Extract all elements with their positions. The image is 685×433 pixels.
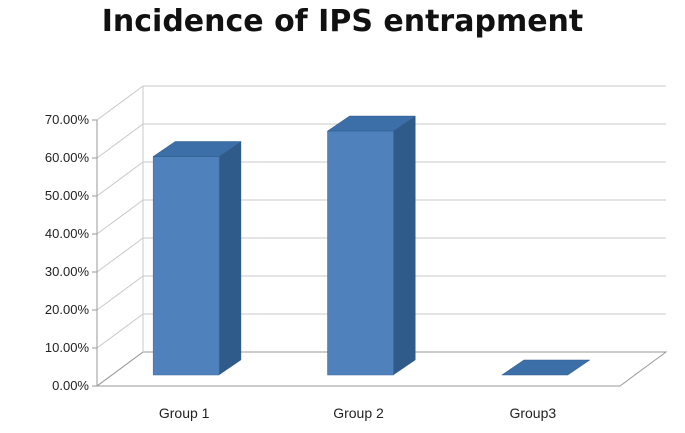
x-tick-label: Group3 xyxy=(509,405,556,421)
axes xyxy=(92,86,668,387)
x-tick-label: Group 1 xyxy=(159,405,210,421)
bar-side xyxy=(393,116,416,375)
bar-top xyxy=(152,141,242,157)
bar-side xyxy=(219,141,242,375)
gridline-side xyxy=(96,123,144,159)
bar-top xyxy=(326,115,417,132)
y-tick-label: 40.00% xyxy=(45,226,90,241)
axis-labels: 0.00% 10.00% 20.00% 30.00% 40.00% 50.00% 60.00… xyxy=(45,112,556,421)
y-tick-label: 20.00% xyxy=(45,302,90,317)
y-tick-label: 10.00% xyxy=(45,340,90,355)
bars xyxy=(152,115,591,376)
gridline-side xyxy=(96,161,144,197)
gridline-side xyxy=(96,85,144,121)
y-tick-label: 50.00% xyxy=(45,188,90,203)
x-tick-label: Group 2 xyxy=(333,405,384,421)
chart-floor xyxy=(95,351,668,387)
bar-top xyxy=(501,359,591,376)
gridline-side xyxy=(96,237,144,273)
y-tick-label: 30.00% xyxy=(45,264,90,279)
y-tick-label: 60.00% xyxy=(45,150,90,165)
y-tick-label: 0.00% xyxy=(52,378,89,393)
bar xyxy=(326,115,417,376)
chart-title: Incidence of IPS entrapment xyxy=(101,4,584,39)
bar-front xyxy=(152,156,220,376)
bar xyxy=(152,141,242,376)
bar-front xyxy=(327,130,394,376)
bar xyxy=(501,359,591,376)
y-tick-label: 70.00% xyxy=(45,112,90,127)
gridline-side xyxy=(96,313,144,349)
gridline-side xyxy=(96,199,144,235)
gridline-side xyxy=(96,275,144,311)
